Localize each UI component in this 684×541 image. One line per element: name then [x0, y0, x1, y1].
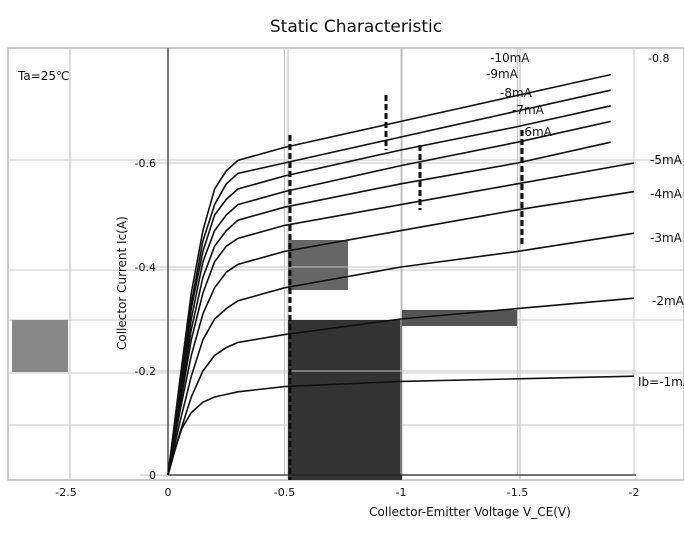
curve-labels: Ib=-1mA -2mA -3mA -4mA -5mA -6mA -7mA -8mA -9mA -… — [486, 51, 684, 389]
x-tick-label: -1.5 — [507, 486, 528, 499]
curve-2ma — [167, 297, 635, 476]
chart-title: Static Characteristic — [270, 17, 442, 37]
curve-label: -3mA — [650, 231, 683, 245]
y-axis-label: Collector Current Ic(A) — [115, 216, 129, 350]
curve-5ma — [167, 162, 635, 476]
grey-block — [12, 320, 68, 372]
curve-label: -8mA — [500, 86, 533, 100]
grey-block — [402, 310, 518, 326]
y-tick-label: -0.6 — [135, 157, 156, 170]
x-tick-label: -2 — [629, 486, 640, 499]
background-frame — [7, 47, 684, 481]
dark-block — [288, 320, 402, 480]
curve-label: -10mA — [490, 51, 530, 65]
y-tick-label: 0 — [149, 469, 156, 482]
x-axis-label: Collector-Emitter Voltage V_CE(V) — [369, 505, 571, 519]
annotation-temperature: Ta=25℃ — [17, 69, 70, 83]
curve-9ma — [167, 89, 611, 476]
axes: 0 -0.5 -1 -1.5 -2 0 -0.2 -0.4 -0.6 -2.5 -0.8 — [55, 48, 669, 499]
curves — [167, 73, 635, 480]
curve-label: -6mA — [520, 125, 553, 139]
x-tick-label: -1 — [396, 486, 407, 499]
curve-label: -2mA — [652, 294, 684, 308]
x-tick-label: -0.5 — [274, 486, 295, 499]
curve-label: Ib=-1mA — [638, 375, 684, 389]
x-tick-label: 0 — [165, 486, 172, 499]
curve-3ma — [167, 232, 635, 476]
y-tick-label-background: -0.8 — [648, 52, 669, 65]
curve-6ma — [167, 141, 611, 476]
curve-7ma — [167, 120, 611, 476]
y-tick-label: -0.4 — [135, 261, 156, 274]
curve-10ma — [167, 73, 611, 476]
curve-label: -5mA — [650, 153, 683, 167]
curve-label: -9mA — [486, 67, 519, 81]
curve-label: -4mA — [650, 187, 683, 201]
y-tick-label: -0.2 — [135, 365, 156, 378]
curve-label: -7mA — [512, 103, 545, 117]
curve-4ma — [167, 190, 635, 476]
x-tick-label-background: -2.5 — [55, 486, 76, 499]
